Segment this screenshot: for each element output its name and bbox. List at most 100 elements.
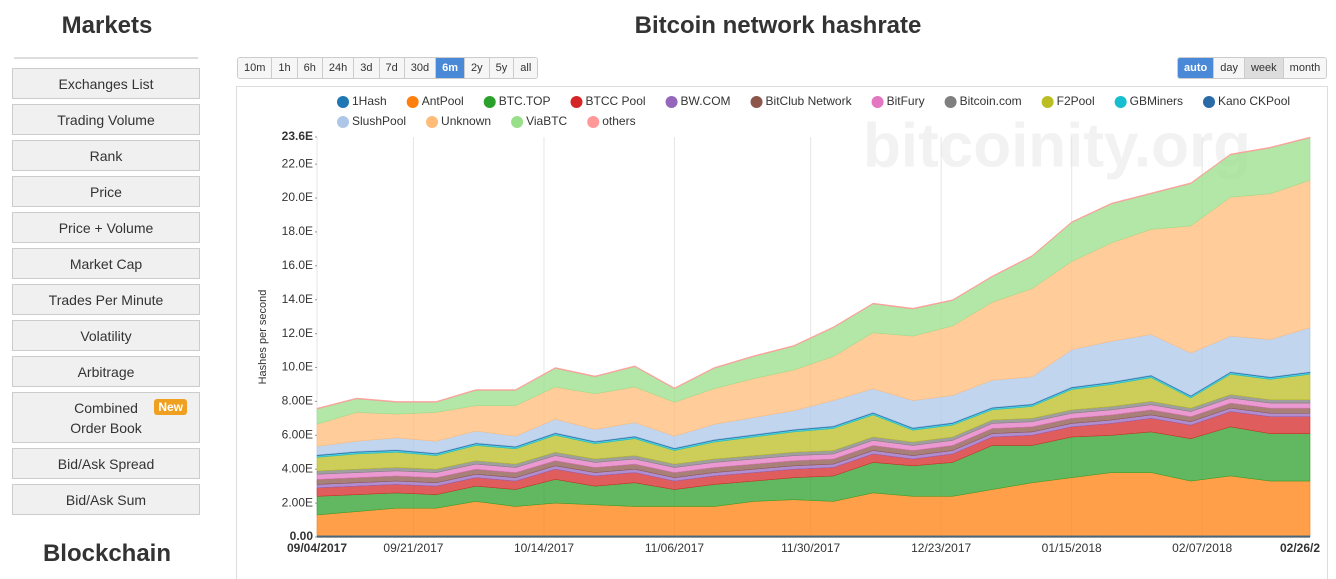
range-button[interactable]: all <box>514 58 538 78</box>
legend-marker <box>511 116 524 128</box>
legend-label: BitFury <box>887 94 925 108</box>
button-label: Trades Per Minute <box>48 291 164 308</box>
y-tick-label: 4.00E <box>282 461 313 475</box>
sidebar-button[interactable]: Bid/Ask Sum <box>12 484 200 515</box>
watermark: bitcoinity.org <box>863 111 1251 180</box>
button-label: Price + Volume <box>58 219 154 236</box>
unit-button[interactable]: auto <box>1178 58 1215 78</box>
legend-label: others <box>602 114 635 128</box>
sidebar-button[interactable]: Price <box>12 176 200 207</box>
unit-button[interactable]: month <box>1283 58 1327 78</box>
button-label: Exchanges List <box>58 75 154 92</box>
y-axis-title: Hashes per second <box>257 290 269 385</box>
y-tick-label: 8.00E <box>282 394 313 408</box>
sidebar-button[interactable]: Arbitrage <box>12 356 200 387</box>
range-button[interactable]: 6m <box>436 58 466 78</box>
chart-frame <box>236 86 1328 579</box>
button-label: Bid/Ask Sum <box>65 491 147 508</box>
chart: bitcoinity.org Hashes per second 09/04/2… <box>257 94 1320 555</box>
legend-label: AntPool <box>422 94 464 108</box>
unit-button[interactable]: week <box>1244 58 1284 78</box>
area <box>316 136 1311 410</box>
y-tick-label: 6.00E <box>282 427 313 441</box>
x-tick-label: 09/21/2017 <box>383 541 443 555</box>
sidebar-title: Markets <box>61 12 153 39</box>
button-label: Volatility <box>80 327 132 344</box>
divider <box>14 57 198 59</box>
x-tick-label: 09/04/2017 <box>287 541 347 555</box>
button-label: Rank <box>89 147 123 164</box>
range-button[interactable]: 2y <box>465 58 490 78</box>
sidebar-button[interactable]: Volatility <box>12 320 200 351</box>
range-button[interactable]: 30d <box>404 58 437 78</box>
section-title: Blockchain <box>42 540 172 567</box>
range-button[interactable]: 24h <box>322 58 355 78</box>
legend-marker <box>337 116 349 128</box>
button-label: Price <box>90 183 122 200</box>
y-tick-label: 20.0E <box>282 190 313 204</box>
button-label: Arbitrage <box>77 363 135 380</box>
legend-marker <box>1203 96 1215 108</box>
legend-marker <box>1114 96 1127 108</box>
sidebar-button[interactable]: Trades Per Minute <box>12 284 200 315</box>
sidebar-button[interactable]: Price + Volume <box>12 212 200 243</box>
unit-selector: auto day week month <box>1177 57 1328 79</box>
range-button[interactable]: 1h <box>272 58 298 78</box>
range-selector: 10m 1h 6h 24h 3d 7d 30d 6m 2y 5y all <box>237 57 539 79</box>
legend-label: BTCC Pool <box>586 94 646 108</box>
legend-marker <box>426 116 439 128</box>
legend-label: BW.COM <box>681 94 731 108</box>
legend-label: BTC.TOP <box>499 94 551 108</box>
range-button[interactable]: 5y <box>489 58 515 78</box>
x-tick-label: 02/26/2018 <box>1280 541 1320 555</box>
button-label: Market Cap <box>69 255 143 272</box>
x-tick-label: 11/30/2017 <box>781 541 840 555</box>
y-tick-label: 16.0E <box>282 258 313 272</box>
sidebar-button[interactable]: Trading Volume <box>12 104 200 135</box>
legend-marker <box>337 96 349 108</box>
x-tick-label: 01/15/2018 <box>1042 541 1102 555</box>
legend-marker <box>1041 96 1054 108</box>
y-tick-label: 18.0E <box>282 224 313 238</box>
legend-marker <box>665 96 678 108</box>
y-tick-label: 10.0E <box>282 360 313 374</box>
y-tick-label: 22.0E <box>282 156 313 170</box>
new-badge: New <box>154 399 187 415</box>
legend-label: SlushPool <box>352 114 406 128</box>
legend-marker <box>483 96 496 108</box>
legend-label: 1Hash <box>352 94 387 108</box>
x-tick-label: 12/23/2017 <box>911 541 971 555</box>
x-tick-label: 10/14/2017 <box>514 541 574 555</box>
button-label: Trading Volume <box>57 111 155 128</box>
legend-marker <box>750 96 763 108</box>
range-button[interactable]: 3d <box>354 58 380 78</box>
range-button[interactable]: 10m <box>238 58 273 78</box>
range-button[interactable]: 6h <box>297 58 323 78</box>
y-tick-label: 23.6E <box>282 129 313 143</box>
y-tick-label: 12.0E <box>282 326 313 340</box>
sidebar-button[interactable]: Market Cap <box>12 248 200 279</box>
sidebar-button[interactable]: Rank <box>12 140 200 171</box>
range-button[interactable]: 7d <box>379 58 405 78</box>
legend-marker <box>570 96 583 108</box>
sidebar-button[interactable]: Combined Order Book New <box>12 392 200 443</box>
y-tick-label: 14.0E <box>282 292 313 306</box>
y-tick-label: 0.00 <box>290 529 314 543</box>
legend-marker <box>944 96 957 108</box>
legend-label: Unknown <box>441 114 491 128</box>
legend-label: F2Pool <box>1057 94 1095 108</box>
legend-label: BitClub Network <box>766 94 853 108</box>
legend-label: Kano CKPool <box>1218 94 1290 108</box>
legend-marker <box>406 96 419 108</box>
sidebar-button[interactable]: Exchanges List <box>12 68 200 99</box>
unit-button[interactable]: day <box>1214 58 1245 78</box>
button-label: Bid/Ask Spread <box>57 455 155 472</box>
x-tick-label: 02/07/2018 <box>1172 541 1232 555</box>
legend-label: ViaBTC <box>526 114 567 128</box>
legend-marker <box>587 116 600 128</box>
legend-marker <box>871 96 884 108</box>
x-tick-label: 11/06/2017 <box>645 541 704 555</box>
sidebar-button[interactable]: Bid/Ask Spread <box>12 448 200 479</box>
y-tick-label: 2.00E <box>282 495 313 509</box>
